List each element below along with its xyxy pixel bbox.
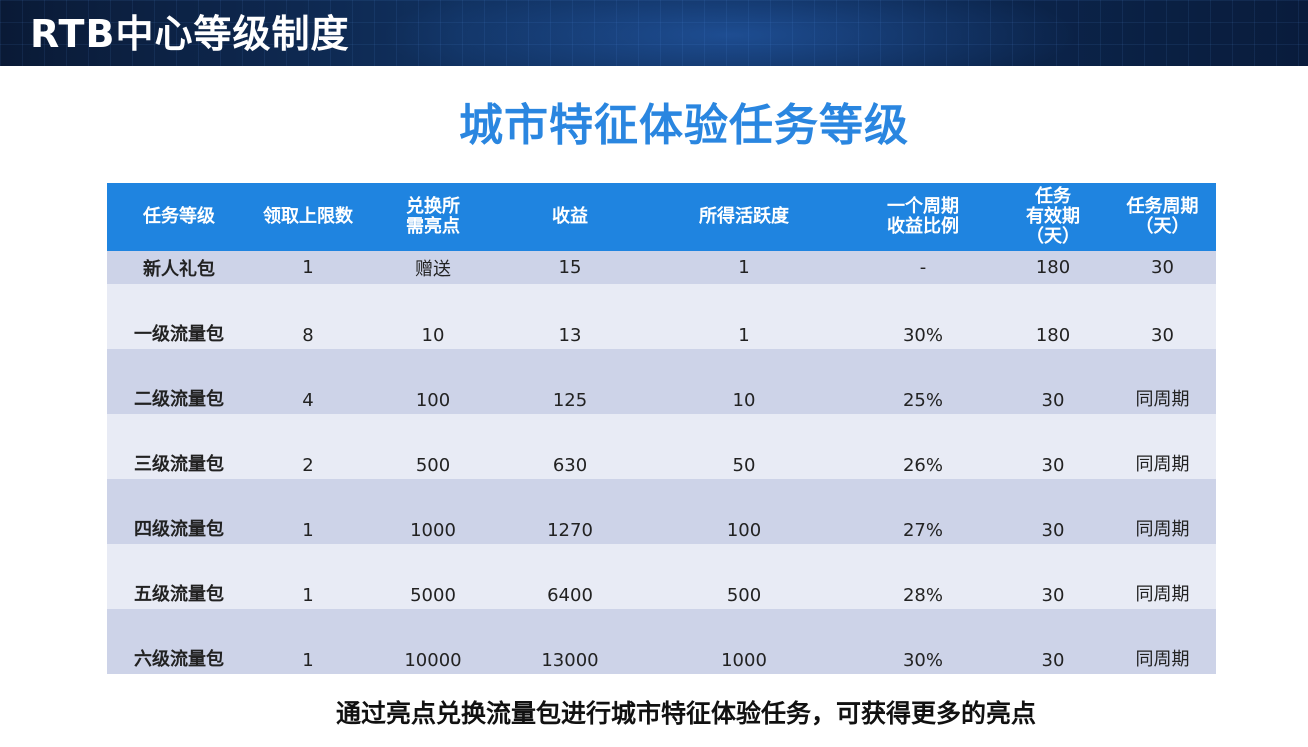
table-cell: 赠送 xyxy=(365,251,501,284)
table-cell: 125 xyxy=(501,349,639,414)
table-cell: 180 xyxy=(997,284,1109,349)
table-cell: 30% xyxy=(849,609,997,674)
column-header: 所得活跃度 xyxy=(639,183,849,251)
table-row: 二级流量包 4 100 125 10 25% 30 同周期 xyxy=(107,349,1216,414)
header-bar: RTB中心等级制度 xyxy=(0,0,1308,66)
table-row: 四级流量包 1 1000 1270 100 27% 30 同周期 xyxy=(107,479,1216,544)
table-cell: 13 xyxy=(501,284,639,349)
table-cell: 1270 xyxy=(501,479,639,544)
table-cell: 10 xyxy=(639,349,849,414)
table-cell: 30 xyxy=(997,609,1109,674)
column-header: 任务 有效期 （天） xyxy=(997,183,1109,251)
table-row: 一级流量包 8 10 13 1 30% 180 30 xyxy=(107,284,1216,349)
column-header: 任务等级 xyxy=(107,183,251,251)
table-cell: 同周期 xyxy=(1109,414,1216,479)
table-cell: 180 xyxy=(997,251,1109,284)
header-title: RTB中心等级制度 xyxy=(30,12,350,56)
table-row: 三级流量包 2 500 630 50 26% 30 同周期 xyxy=(107,414,1216,479)
table-cell: 26% xyxy=(849,414,997,479)
table-cell: 6400 xyxy=(501,544,639,609)
header-grid-pattern xyxy=(0,0,1308,66)
table-cell: 30 xyxy=(1109,251,1216,284)
table-row: 五级流量包 1 5000 6400 500 28% 30 同周期 xyxy=(107,544,1216,609)
table-cell: 1 xyxy=(251,609,365,674)
table-cell: 50 xyxy=(639,414,849,479)
table-cell: 同周期 xyxy=(1109,479,1216,544)
table-cell: 五级流量包 xyxy=(107,544,251,609)
table-cell: 13000 xyxy=(501,609,639,674)
table-cell: 新人礼包 xyxy=(107,251,251,284)
table-cell: 1 xyxy=(251,479,365,544)
table-cell: 同周期 xyxy=(1109,544,1216,609)
table-cell: 同周期 xyxy=(1109,609,1216,674)
footer-note: 通过亮点兑换流量包进行城市特征体验任务，可获得更多的亮点 xyxy=(335,699,1036,728)
table-cell: 10000 xyxy=(365,609,501,674)
table-cell: 630 xyxy=(501,414,639,479)
table-cell: 30 xyxy=(1109,284,1216,349)
table-cell: 10 xyxy=(365,284,501,349)
table-cell: 27% xyxy=(849,479,997,544)
table-cell: 15 xyxy=(501,251,639,284)
table-cell: 30 xyxy=(997,479,1109,544)
table-cell: 同周期 xyxy=(1109,349,1216,414)
table-cell: 100 xyxy=(639,479,849,544)
table-cell: 30 xyxy=(997,414,1109,479)
column-header: 任务周期 （天） xyxy=(1109,183,1216,251)
levels-table: 任务等级 领取上限数 兑换所 需亮点 收益 所得活跃度 一个周期 收益比例 任务 有效… xyxy=(107,183,1216,674)
table-cell: - xyxy=(849,251,997,284)
table-cell: 30 xyxy=(997,349,1109,414)
table-cell: 500 xyxy=(639,544,849,609)
table-cell: 二级流量包 xyxy=(107,349,251,414)
table-cell: 六级流量包 xyxy=(107,609,251,674)
column-header: 一个周期 收益比例 xyxy=(849,183,997,251)
column-header: 领取上限数 xyxy=(251,183,365,251)
table-cell: 2 xyxy=(251,414,365,479)
table-row: 新人礼包 1 赠送 15 1 - 180 30 xyxy=(107,251,1216,284)
table-cell: 1000 xyxy=(639,609,849,674)
table-cell: 三级流量包 xyxy=(107,414,251,479)
table-cell: 500 xyxy=(365,414,501,479)
table-cell: 5000 xyxy=(365,544,501,609)
main-title: 城市特征体验任务等级 xyxy=(459,100,909,151)
table-cell: 1 xyxy=(251,251,365,284)
table-cell: 四级流量包 xyxy=(107,479,251,544)
table-cell: 30 xyxy=(997,544,1109,609)
table-cell: 1 xyxy=(639,284,849,349)
column-header: 兑换所 需亮点 xyxy=(365,183,501,251)
table-cell: 8 xyxy=(251,284,365,349)
table-row: 六级流量包 1 10000 13000 1000 30% 30 同周期 xyxy=(107,609,1216,674)
table-cell: 25% xyxy=(849,349,997,414)
table-cell: 1 xyxy=(251,544,365,609)
table-cell: 一级流量包 xyxy=(107,284,251,349)
table-cell: 28% xyxy=(849,544,997,609)
table-cell: 30% xyxy=(849,284,997,349)
column-header: 收益 xyxy=(501,183,639,251)
table-cell: 1 xyxy=(639,251,849,284)
table-cell: 4 xyxy=(251,349,365,414)
table-cell: 1000 xyxy=(365,479,501,544)
table-header-row: 任务等级 领取上限数 兑换所 需亮点 收益 所得活跃度 一个周期 收益比例 任务 有效… xyxy=(107,183,1216,251)
table-cell: 100 xyxy=(365,349,501,414)
header-glow xyxy=(380,0,1080,66)
